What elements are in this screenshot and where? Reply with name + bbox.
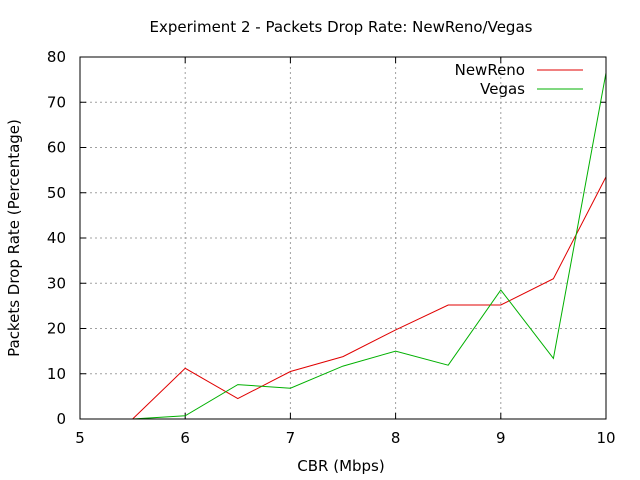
legend-label: NewReno [455, 61, 525, 79]
y-tick-label: 20 [47, 320, 66, 338]
series-lines [132, 72, 607, 420]
x-tick-label: 7 [286, 429, 296, 447]
y-tick-label: 70 [47, 93, 66, 111]
y-tick-label: 10 [47, 365, 66, 383]
x-axis-label: CBR (Mbps) [297, 457, 384, 475]
series-line-newreno [132, 176, 607, 420]
y-tick-labels: 0 10 20 30 40 50 60 70 80 [47, 48, 66, 428]
series-line-vegas [132, 72, 607, 420]
y-axis-label: Packets Drop Rate (Percentage) [5, 119, 23, 357]
y-tick-label: 40 [47, 229, 66, 247]
x-tick-labels: 5 6 7 8 9 10 [75, 429, 615, 447]
y-tick-label: 0 [56, 410, 66, 428]
y-tick-label: 50 [47, 184, 66, 202]
chart-title: Experiment 2 - Packets Drop Rate: NewRen… [150, 18, 533, 36]
x-tick-label: 6 [180, 429, 190, 447]
y-tick-label: 30 [47, 274, 66, 292]
y-tick-label: 60 [47, 139, 66, 157]
x-tick-label: 9 [496, 429, 506, 447]
y-tick-label: 80 [47, 48, 66, 66]
grid [80, 57, 606, 419]
plot-area-border [79, 56, 607, 420]
x-tick-label: 5 [75, 429, 85, 447]
x-tick-label: 10 [596, 429, 615, 447]
legend-label: Vegas [480, 80, 525, 98]
x-tick-label: 8 [391, 429, 401, 447]
